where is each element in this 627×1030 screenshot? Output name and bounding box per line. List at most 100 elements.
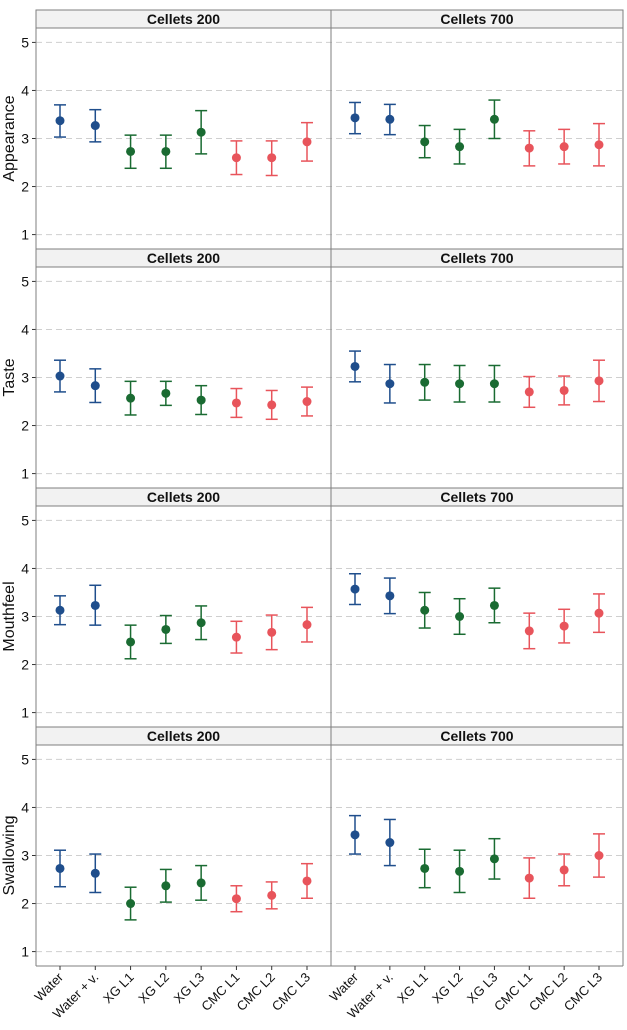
x-tick-label: CMC L3 <box>561 970 605 1014</box>
panel-strip-title: Cellets 200 <box>147 728 220 744</box>
mean-point <box>489 379 499 389</box>
y-tick-label: 5 <box>21 34 29 50</box>
y-tick-label: 2 <box>21 418 29 434</box>
mean-point <box>231 894 241 904</box>
y-tick-label: 1 <box>21 944 29 960</box>
row-label: Appearance <box>1 95 18 181</box>
mean-point <box>420 863 430 873</box>
mean-point <box>55 863 65 873</box>
mean-point <box>420 377 430 387</box>
mean-point <box>161 388 171 398</box>
mean-point <box>302 620 312 630</box>
y-tick-label: 2 <box>21 179 29 195</box>
mean-point <box>559 142 569 152</box>
mean-point <box>126 393 136 403</box>
mean-point <box>267 153 277 163</box>
mean-point <box>231 398 241 408</box>
mean-point <box>489 114 499 124</box>
y-tick-label: 5 <box>21 512 29 528</box>
y-tick-label: 2 <box>21 657 29 673</box>
y-tick-label: 3 <box>21 609 29 625</box>
y-tick-label: 1 <box>21 227 29 243</box>
mean-point <box>524 387 534 397</box>
mean-point <box>302 397 312 407</box>
mean-point <box>90 868 100 878</box>
mean-point <box>267 400 277 410</box>
mean-point <box>90 381 100 391</box>
panel-strip-title: Cellets 200 <box>147 11 220 27</box>
mean-point <box>231 153 241 163</box>
mean-point <box>126 637 136 647</box>
x-tick-label: CMC L3 <box>269 970 313 1014</box>
mean-point <box>196 395 206 405</box>
mean-point <box>385 114 395 124</box>
mean-point <box>55 116 65 126</box>
mean-point <box>559 865 569 875</box>
mean-point <box>385 379 395 389</box>
mean-point <box>420 605 430 615</box>
mean-point <box>350 113 360 123</box>
y-tick-label: 5 <box>21 751 29 767</box>
y-tick-label: 4 <box>21 321 29 337</box>
mean-point <box>559 621 569 631</box>
panel-strip-title: Cellets 700 <box>440 728 513 744</box>
mean-point <box>594 376 604 386</box>
y-tick-label: 1 <box>21 466 29 482</box>
mean-point <box>385 591 395 601</box>
y-tick-label: 4 <box>21 560 29 576</box>
mean-point <box>489 854 499 864</box>
mean-point <box>161 881 171 891</box>
mean-point <box>524 873 534 883</box>
row-label: Swallowing <box>1 815 18 895</box>
panel-strip-title: Cellets 200 <box>147 250 220 266</box>
mean-point <box>350 361 360 371</box>
mean-point <box>55 605 65 615</box>
mean-point <box>196 618 206 628</box>
mean-point <box>455 866 465 876</box>
mean-point <box>126 899 136 909</box>
mean-point <box>524 143 534 153</box>
mean-point <box>594 851 604 860</box>
row-label: Mouthfeel <box>1 581 18 651</box>
mean-point <box>455 142 465 152</box>
y-tick-label: 1 <box>21 705 29 721</box>
mean-point <box>55 371 65 381</box>
panel-strip-title: Cellets 700 <box>440 250 513 266</box>
mean-point <box>90 121 100 131</box>
y-tick-label: 4 <box>21 82 29 98</box>
mean-point <box>350 584 360 594</box>
y-tick-label: 4 <box>21 799 29 815</box>
mean-point <box>161 146 171 156</box>
x-tick-label: XG L2 <box>135 970 172 1007</box>
y-tick-label: 3 <box>21 131 29 147</box>
mean-point <box>385 838 395 848</box>
mean-point <box>267 890 277 900</box>
mean-point <box>455 379 465 389</box>
panel-strip-title: Cellets 700 <box>440 489 513 505</box>
mean-point <box>302 876 312 886</box>
x-tick-label: XG L2 <box>429 970 466 1007</box>
row-label: Taste <box>1 358 18 396</box>
y-tick-label: 3 <box>21 848 29 864</box>
x-tick-label: CMC L2 <box>234 970 278 1014</box>
y-tick-label: 2 <box>21 896 29 912</box>
mean-point <box>267 627 277 637</box>
mean-point <box>524 626 534 636</box>
mean-point <box>594 140 604 150</box>
mean-point <box>196 878 206 888</box>
mean-point <box>90 600 100 610</box>
x-tick-label: XG L1 <box>100 970 137 1007</box>
x-tick-label: CMC L1 <box>198 970 242 1014</box>
mean-point <box>559 385 569 395</box>
mean-point <box>455 612 465 621</box>
mean-point <box>302 137 312 147</box>
x-tick-label: XG L1 <box>394 970 431 1007</box>
mean-point <box>350 830 360 840</box>
mean-point <box>231 632 241 642</box>
panel-strip-title: Cellets 200 <box>147 489 220 505</box>
panel-strip-title: Cellets 700 <box>440 11 513 27</box>
y-tick-label: 5 <box>21 273 29 289</box>
mean-point <box>489 600 499 610</box>
mean-point <box>161 624 171 634</box>
mean-point <box>126 146 136 156</box>
